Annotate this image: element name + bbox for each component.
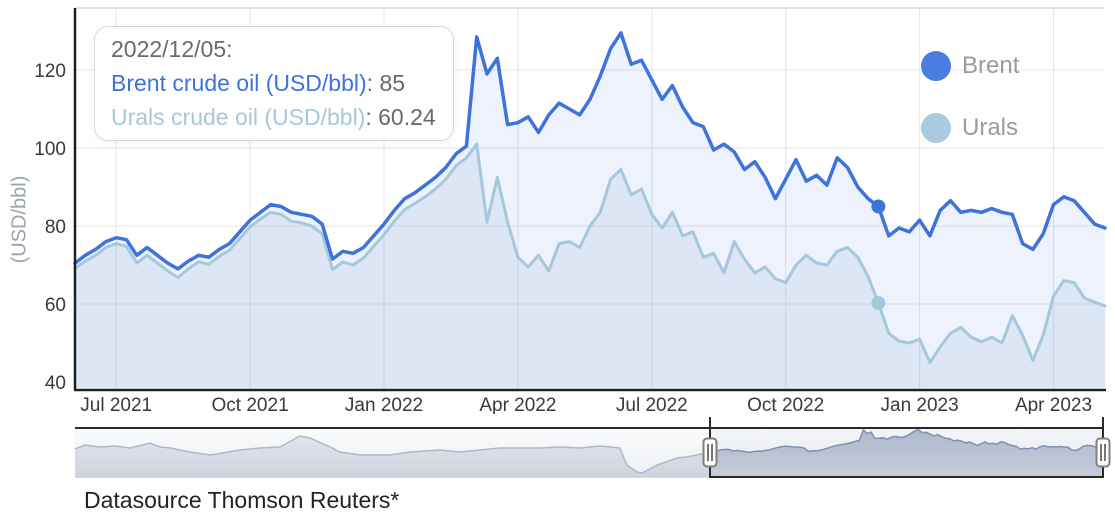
navigator-selected-line xyxy=(709,428,1104,454)
y-tick-label: 40 xyxy=(45,373,66,394)
tooltip-row-urals: Urals crude oil (USD/bbl): 60.24 xyxy=(111,100,436,134)
urals-area xyxy=(75,144,1105,388)
x-tick-label: Jul 2021 xyxy=(80,395,152,414)
navigator-history-area xyxy=(75,436,710,477)
y-tick-label: 100 xyxy=(34,139,66,160)
legend-item-brent[interactable]: Brent xyxy=(921,51,1019,81)
navigator-history-line xyxy=(74,435,711,474)
tooltip-row-brent: Brent crude oil (USD/bbl): 85 xyxy=(111,66,436,100)
datasource-note: Datasource Thomson Reuters* xyxy=(84,487,400,513)
tooltip-date: 2022/12/05: xyxy=(111,36,233,62)
legend-item-urals[interactable]: Urals xyxy=(921,113,1018,143)
legend-urals-label: Urals xyxy=(962,114,1019,141)
x-tick-label: Jan 2022 xyxy=(345,395,423,414)
y-tick-label: 120 xyxy=(34,61,66,82)
x-tick-label: Oct 2021 xyxy=(212,395,289,414)
navigator-selected-area xyxy=(710,429,1103,477)
x-tick-label: Apr 2023 xyxy=(1015,395,1092,414)
x-tick-label: Apr 2022 xyxy=(479,395,556,414)
brent-area xyxy=(75,32,1105,389)
navigator-left-handle[interactable] xyxy=(702,437,718,468)
tooltip-urals-value: 60.24 xyxy=(378,104,436,130)
brent-line[interactable] xyxy=(73,31,1107,271)
price-plot-area[interactable]: 40 60 80 100 120 Jul 2021 Oct 2021 Jan 2022 Apr … xyxy=(0,0,1115,414)
y-tick-label: 60 xyxy=(45,295,66,316)
x-tick-label: Jul 2022 xyxy=(616,395,688,414)
y-axis-title: (USD/bbl) xyxy=(8,175,31,264)
urals-swatch-icon xyxy=(921,113,951,143)
tooltip: 2022/12/05: Brent crude oil (USD/bbl): 8… xyxy=(94,26,454,141)
tooltip-separator: : xyxy=(366,70,380,96)
brent-swatch-icon xyxy=(921,51,951,81)
urals-line[interactable] xyxy=(73,142,1107,364)
x-tick-label: Oct 2022 xyxy=(747,395,824,414)
navigator-right-handle[interactable] xyxy=(1095,437,1111,468)
tooltip-brent-value: 85 xyxy=(379,70,406,96)
tooltip-separator: : xyxy=(365,104,379,130)
range-navigator[interactable] xyxy=(0,410,1115,490)
x-tick-label: Jan 2023 xyxy=(881,395,959,414)
urals-marker-dot[interactable] xyxy=(871,296,886,311)
y-tick-label: 80 xyxy=(45,217,66,238)
tooltip-brent-label: Brent crude oil (USD/bbl) xyxy=(111,70,367,96)
brent-marker-dot[interactable] xyxy=(871,199,886,214)
legend-brent-label: Brent xyxy=(962,52,1020,79)
tooltip-urals-label: Urals crude oil (USD/bbl) xyxy=(111,104,366,130)
